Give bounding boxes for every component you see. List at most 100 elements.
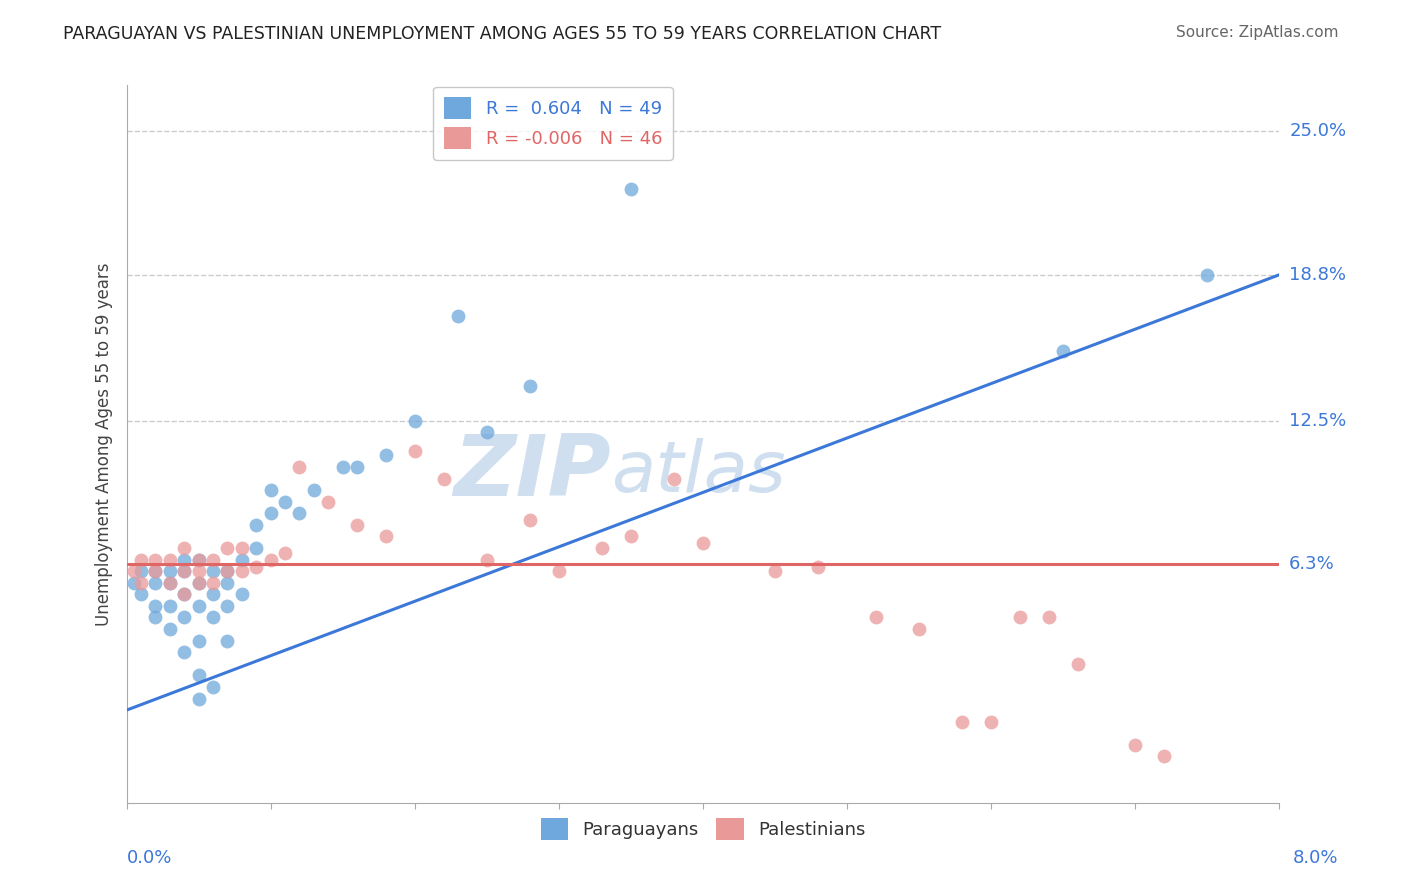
- Point: [187, 552, 209, 566]
- Point: [122, 564, 145, 578]
- Point: [173, 541, 195, 555]
- Point: [202, 610, 225, 624]
- Point: [346, 459, 368, 474]
- Point: [475, 552, 498, 566]
- Point: [274, 494, 297, 508]
- Point: [620, 182, 643, 196]
- Point: [145, 552, 166, 566]
- Point: [129, 575, 152, 590]
- Point: [202, 564, 225, 578]
- Point: [231, 541, 253, 555]
- Point: [217, 564, 239, 578]
- Text: 6.3%: 6.3%: [1289, 555, 1334, 574]
- Point: [591, 541, 613, 555]
- Point: [259, 552, 281, 566]
- Point: [807, 559, 830, 574]
- Point: [245, 541, 267, 555]
- Point: [202, 552, 225, 566]
- Point: [159, 552, 181, 566]
- Point: [259, 483, 281, 497]
- Point: [332, 459, 354, 474]
- Point: [274, 546, 297, 560]
- Point: [519, 379, 541, 393]
- Point: [259, 506, 281, 520]
- Point: [217, 599, 239, 613]
- Point: [217, 564, 239, 578]
- Point: [231, 564, 253, 578]
- Point: [202, 575, 225, 590]
- Point: [129, 552, 152, 566]
- Point: [173, 564, 195, 578]
- Point: [318, 494, 340, 508]
- Point: [1052, 344, 1074, 359]
- Text: 8.0%: 8.0%: [1294, 849, 1339, 867]
- Point: [374, 448, 398, 462]
- Point: [173, 564, 195, 578]
- Point: [145, 564, 166, 578]
- Point: [1038, 610, 1060, 624]
- Point: [217, 633, 239, 648]
- Point: [145, 610, 166, 624]
- Point: [173, 645, 195, 659]
- Point: [129, 587, 152, 601]
- Point: [908, 622, 931, 636]
- Point: [217, 575, 239, 590]
- Point: [187, 575, 209, 590]
- Point: [202, 587, 225, 601]
- Point: [159, 599, 181, 613]
- Text: Source: ZipAtlas.com: Source: ZipAtlas.com: [1175, 25, 1339, 40]
- Point: [433, 471, 456, 485]
- Point: [159, 575, 181, 590]
- Point: [288, 506, 311, 520]
- Point: [231, 587, 253, 601]
- Point: [245, 559, 267, 574]
- Point: [202, 680, 225, 694]
- Point: [122, 575, 145, 590]
- Point: [692, 536, 714, 550]
- Point: [952, 714, 974, 729]
- Point: [145, 575, 166, 590]
- Point: [620, 529, 643, 543]
- Point: [187, 599, 209, 613]
- Point: [404, 443, 426, 458]
- Text: 12.5%: 12.5%: [1289, 411, 1347, 430]
- Point: [173, 552, 195, 566]
- Point: [159, 564, 181, 578]
- Text: 18.8%: 18.8%: [1289, 266, 1346, 284]
- Point: [187, 564, 209, 578]
- Point: [1125, 738, 1147, 752]
- Point: [173, 587, 195, 601]
- Point: [447, 310, 470, 324]
- Point: [346, 517, 368, 532]
- Point: [217, 541, 239, 555]
- Point: [129, 564, 152, 578]
- Point: [187, 668, 209, 682]
- Point: [187, 691, 209, 706]
- Point: [1197, 268, 1219, 282]
- Point: [302, 483, 325, 497]
- Point: [664, 471, 686, 485]
- Point: [173, 587, 195, 601]
- Point: [1010, 610, 1032, 624]
- Point: [288, 459, 311, 474]
- Point: [231, 552, 253, 566]
- Point: [159, 575, 181, 590]
- Text: PARAGUAYAN VS PALESTINIAN UNEMPLOYMENT AMONG AGES 55 TO 59 YEARS CORRELATION CHA: PARAGUAYAN VS PALESTINIAN UNEMPLOYMENT A…: [63, 25, 942, 43]
- Point: [187, 575, 209, 590]
- Point: [145, 564, 166, 578]
- Point: [145, 599, 166, 613]
- Point: [173, 610, 195, 624]
- Point: [374, 529, 398, 543]
- Y-axis label: Unemployment Among Ages 55 to 59 years: Unemployment Among Ages 55 to 59 years: [94, 262, 112, 625]
- Point: [475, 425, 498, 440]
- Point: [187, 633, 209, 648]
- Point: [519, 513, 541, 527]
- Text: 25.0%: 25.0%: [1289, 122, 1347, 140]
- Point: [1153, 749, 1175, 764]
- Point: [763, 564, 786, 578]
- Text: ZIP: ZIP: [453, 431, 610, 514]
- Legend: Paraguayans, Palestinians: Paraguayans, Palestinians: [533, 811, 873, 847]
- Point: [865, 610, 887, 624]
- Point: [404, 414, 426, 428]
- Point: [187, 552, 209, 566]
